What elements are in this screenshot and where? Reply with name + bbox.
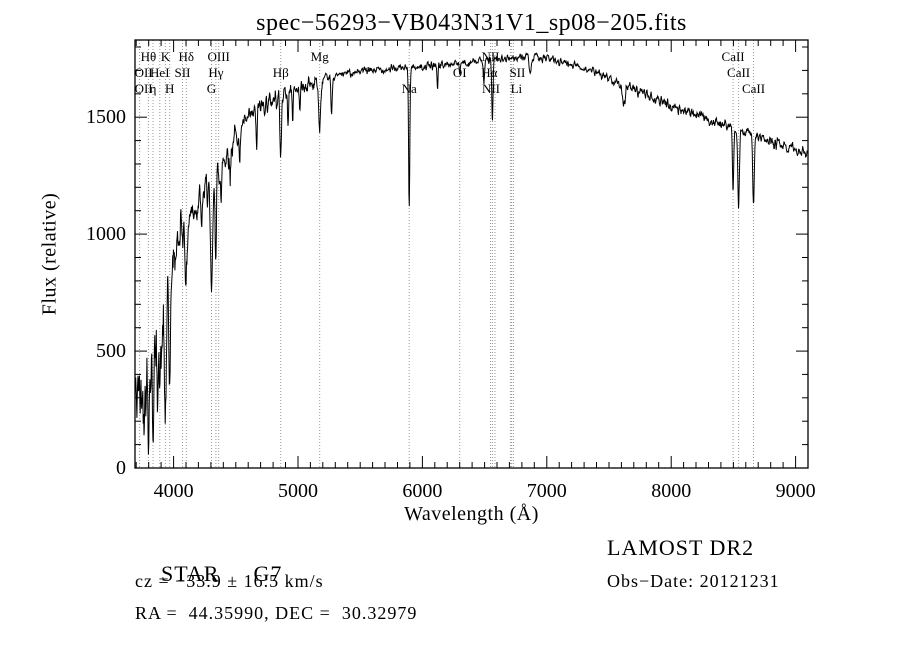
svg-text:OII: OII xyxy=(135,81,153,96)
svg-text:OIII: OIII xyxy=(208,49,230,64)
svg-text:K: K xyxy=(161,49,171,64)
svg-text:Hα: Hα xyxy=(481,65,497,80)
svg-text:Na: Na xyxy=(402,81,417,96)
svg-text:HeI: HeI xyxy=(150,65,170,80)
svg-text:0: 0 xyxy=(116,457,126,479)
svg-text:SII: SII xyxy=(509,65,525,80)
y-axis-label: Flux (relative) xyxy=(38,192,61,316)
svg-text:OII: OII xyxy=(135,65,153,80)
svg-text:η: η xyxy=(150,81,157,96)
svg-text:8000: 8000 xyxy=(651,480,691,502)
svg-text:Hβ: Hβ xyxy=(273,65,289,80)
svg-text:Hγ: Hγ xyxy=(208,65,223,80)
obs-date-label: Obs−Date: 20121231 xyxy=(607,571,780,591)
svg-text:G: G xyxy=(207,81,216,96)
svg-text:1500: 1500 xyxy=(86,106,126,128)
svg-text:CaII: CaII xyxy=(727,65,750,80)
svg-text:H: H xyxy=(165,81,174,96)
cz-label: cz = −33.9 ± 16.5 km/s xyxy=(135,571,324,591)
svg-text:NII: NII xyxy=(481,49,499,64)
svg-text:OI: OI xyxy=(453,65,467,80)
svg-text:Hθ: Hθ xyxy=(141,49,157,64)
svg-text:Mg: Mg xyxy=(311,49,330,64)
object-subclass: G7 xyxy=(253,561,283,586)
survey-label: LAMOST DR2 xyxy=(607,535,755,560)
svg-text:9000: 9000 xyxy=(776,480,816,502)
x-axis-label: Wavelength (Å) xyxy=(404,503,539,525)
svg-text:SII: SII xyxy=(175,65,191,80)
object-class-line: STAR G7 xyxy=(135,535,282,613)
plot-title: spec−56293−VB043N31V1_sp08−205.fits xyxy=(256,10,687,36)
object-class: STAR xyxy=(161,561,220,586)
spectrum-curve xyxy=(134,51,809,455)
svg-text:6000: 6000 xyxy=(402,480,442,502)
svg-text:NII: NII xyxy=(482,81,500,96)
svg-text:7000: 7000 xyxy=(527,480,567,502)
svg-text:CaII: CaII xyxy=(742,81,765,96)
svg-text:CaII: CaII xyxy=(722,49,745,64)
svg-text:Hδ: Hδ xyxy=(179,49,195,64)
axes-box xyxy=(134,39,809,469)
svg-text:500: 500 xyxy=(96,340,126,362)
svg-text:4000: 4000 xyxy=(154,480,194,502)
coordinates-label: RA = 44.35990, DEC = 30.32979 xyxy=(135,603,418,623)
svg-text:Li: Li xyxy=(511,81,523,96)
svg-text:5000: 5000 xyxy=(278,480,318,502)
svg-text:1000: 1000 xyxy=(86,223,126,245)
